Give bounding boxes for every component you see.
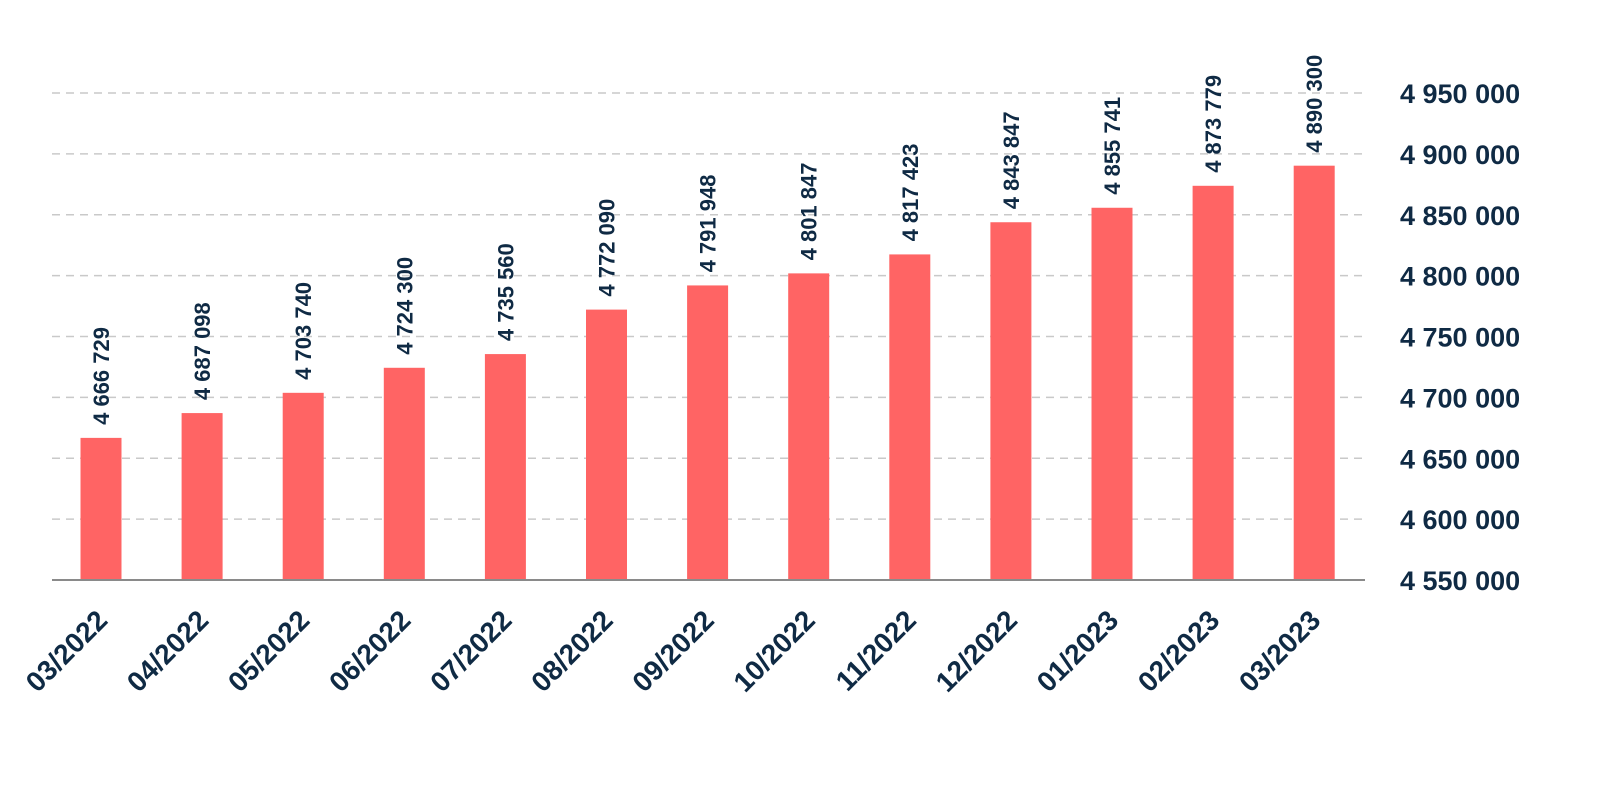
x-axis-tick-labels: 03/2022 04/2022 05/2022 06/2022 07/2022 08/20… (20, 604, 1327, 697)
data-label: 4 724 300 (392, 257, 417, 355)
x-tick-label: 12/2022 (930, 604, 1023, 697)
x-tick-label: 01/2023 (1031, 604, 1124, 697)
bar (80, 437, 122, 580)
bar (181, 413, 223, 580)
data-label: 4 890 300 (1302, 55, 1327, 153)
bar (990, 222, 1032, 580)
x-tick-label: 05/2022 (222, 604, 315, 697)
data-label: 4 772 090 (595, 199, 620, 297)
y-tick-label: 4 850 000 (1400, 201, 1520, 231)
x-tick-label: 06/2022 (323, 604, 416, 697)
bar (383, 367, 425, 580)
data-label: 4 801 847 (797, 163, 822, 261)
data-label: 4 855 741 (1100, 97, 1125, 195)
bar (687, 285, 729, 580)
data-label: 4 703 740 (291, 282, 316, 380)
y-tick-label: 4 650 000 (1400, 444, 1520, 474)
data-label: 4 843 847 (999, 111, 1024, 209)
x-tick-label: 02/2023 (1132, 604, 1225, 697)
bar (788, 273, 830, 580)
x-tick-label: 07/2022 (424, 604, 517, 697)
x-tick-label: 11/2022 (830, 604, 922, 696)
bar (586, 309, 627, 580)
bar (1091, 207, 1133, 581)
data-label: 4 687 098 (190, 302, 215, 400)
bar (1293, 165, 1335, 580)
y-tick-label: 4 800 000 (1400, 262, 1520, 292)
y-tick-label: 4 950 000 (1400, 79, 1520, 109)
data-label: 4 873 779 (1201, 75, 1226, 173)
data-label: 4 791 948 (696, 175, 721, 273)
y-axis-tick-labels: 4 550 000 4 600 000 4 650 000 4 700 000 4 75… (1400, 79, 1520, 596)
data-label: 4 817 423 (898, 144, 923, 242)
y-tick-label: 4 700 000 (1400, 383, 1520, 413)
x-tick-label: 04/2022 (121, 604, 214, 697)
bars (80, 165, 1335, 581)
y-tick-label: 4 900 000 (1400, 140, 1520, 170)
data-label: 4 666 729 (89, 327, 114, 425)
x-tick-label: 08/2022 (525, 604, 618, 697)
x-tick-label: 03/2022 (20, 604, 113, 697)
gridlines (52, 92, 1365, 520)
bar (282, 392, 324, 580)
x-tick-label: 03/2023 (1233, 604, 1326, 697)
bar (484, 354, 526, 580)
x-tick-label: 10/2022 (727, 604, 820, 697)
bar (889, 254, 931, 581)
bar (1192, 185, 1234, 580)
data-labels: 4 666 729 4 687 098 4 703 740 4 724 300 4 73… (89, 55, 1327, 425)
data-label: 4 735 560 (493, 243, 518, 341)
y-tick-label: 4 550 000 (1400, 566, 1520, 596)
y-tick-label: 4 600 000 (1400, 505, 1520, 535)
x-tick-label: 09/2022 (626, 604, 719, 697)
y-tick-label: 4 750 000 (1400, 323, 1520, 353)
